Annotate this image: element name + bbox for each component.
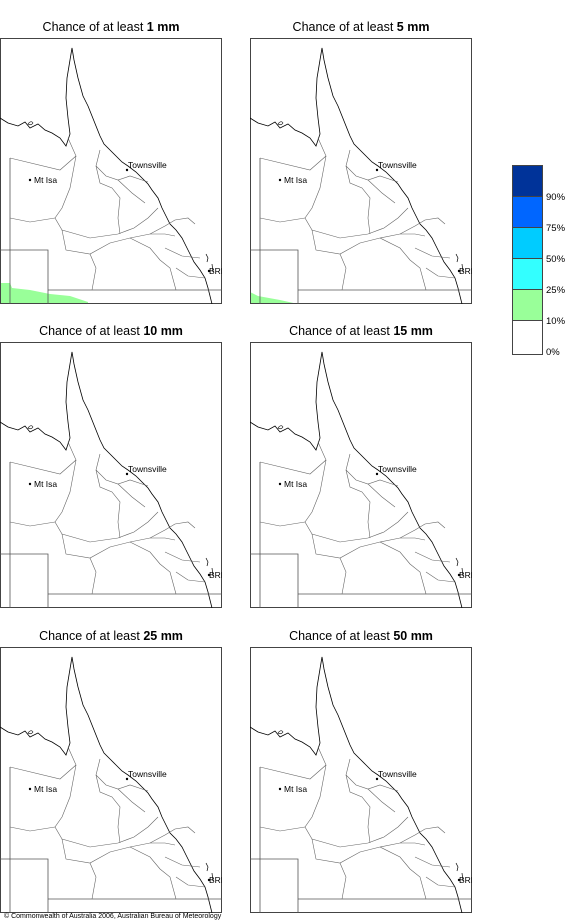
copyright-footer: © Commonwealth of Australia 2006, Austra… xyxy=(4,913,222,920)
panel-amount: 50 mm xyxy=(393,629,433,643)
legend-swatch xyxy=(513,290,542,321)
panel-title: Chance of at least 10 mm xyxy=(39,324,183,338)
legend-label: 75% xyxy=(546,223,566,234)
shaded-region xyxy=(0,283,88,304)
panel-title: Chance of at least 15 mm xyxy=(289,324,433,338)
rain-probability-map: Mt Isa Townsville BRIS xyxy=(0,647,222,913)
label-brisbane: BRIS xyxy=(209,266,222,276)
label-mt-isa: Mt Isa xyxy=(34,479,57,489)
label-mt-isa: Mt Isa xyxy=(34,784,57,794)
label-townsville: Townsville xyxy=(378,160,417,170)
label-mt-isa: Mt Isa xyxy=(284,175,307,185)
label-townsville: Townsville xyxy=(128,160,167,170)
legend-swatch xyxy=(513,166,542,197)
label-townsville: Townsville xyxy=(128,464,167,474)
panel-title: Chance of at least 25 mm xyxy=(39,629,183,643)
panel-amount: 1 mm xyxy=(146,20,180,34)
panel-amount: 15 mm xyxy=(393,324,433,338)
label-townsville: Townsville xyxy=(378,769,417,779)
label-mt-isa: Mt Isa xyxy=(34,175,57,185)
label-brisbane: BRIS xyxy=(459,266,472,276)
label-townsville: Townsville xyxy=(128,769,167,779)
label-townsville: Townsville xyxy=(378,464,417,474)
label-mt-isa: Mt Isa xyxy=(284,479,307,489)
panel-title: Chance of at least 5 mm xyxy=(292,20,430,34)
label-brisbane: BRIS xyxy=(459,570,472,580)
label-brisbane: BRIS xyxy=(209,875,222,885)
legend-swatch xyxy=(513,321,542,354)
rain-probability-map: Mt Isa Townsville BRIS xyxy=(0,38,222,304)
probability-legend: 90% 75% 50% 25% 10% 0% xyxy=(512,165,570,365)
panel-title: Chance of at least 1 mm xyxy=(42,20,180,34)
legend-label: 50% xyxy=(546,254,566,265)
legend-swatch xyxy=(513,228,542,259)
panel-amount: 25 mm xyxy=(143,629,183,643)
panel-title: Chance of at least 50 mm xyxy=(289,629,433,643)
legend-label: 10% xyxy=(546,316,566,327)
legend-label: 0% xyxy=(546,347,560,358)
label-brisbane: BRIS xyxy=(459,875,472,885)
legend-swatches xyxy=(512,165,543,355)
label-brisbane: BRIS xyxy=(209,570,222,580)
legend-swatch xyxy=(513,197,542,228)
rain-probability-map: Mt Isa Townsville BRIS xyxy=(0,342,222,608)
rain-probability-map: Mt Isa Townsville BRIS xyxy=(250,647,472,913)
legend-swatch xyxy=(513,259,542,290)
legend-label: 25% xyxy=(546,285,566,296)
panel-amount: 10 mm xyxy=(143,324,183,338)
panel-amount: 5 mm xyxy=(396,20,430,34)
shaded-region xyxy=(250,292,298,304)
rain-probability-map: Mt Isa Townsville BRIS xyxy=(250,342,472,608)
label-mt-isa: Mt Isa xyxy=(284,784,307,794)
legend-label: 90% xyxy=(546,192,566,203)
rain-probability-map: Mt Isa Townsville BRIS xyxy=(250,38,472,304)
